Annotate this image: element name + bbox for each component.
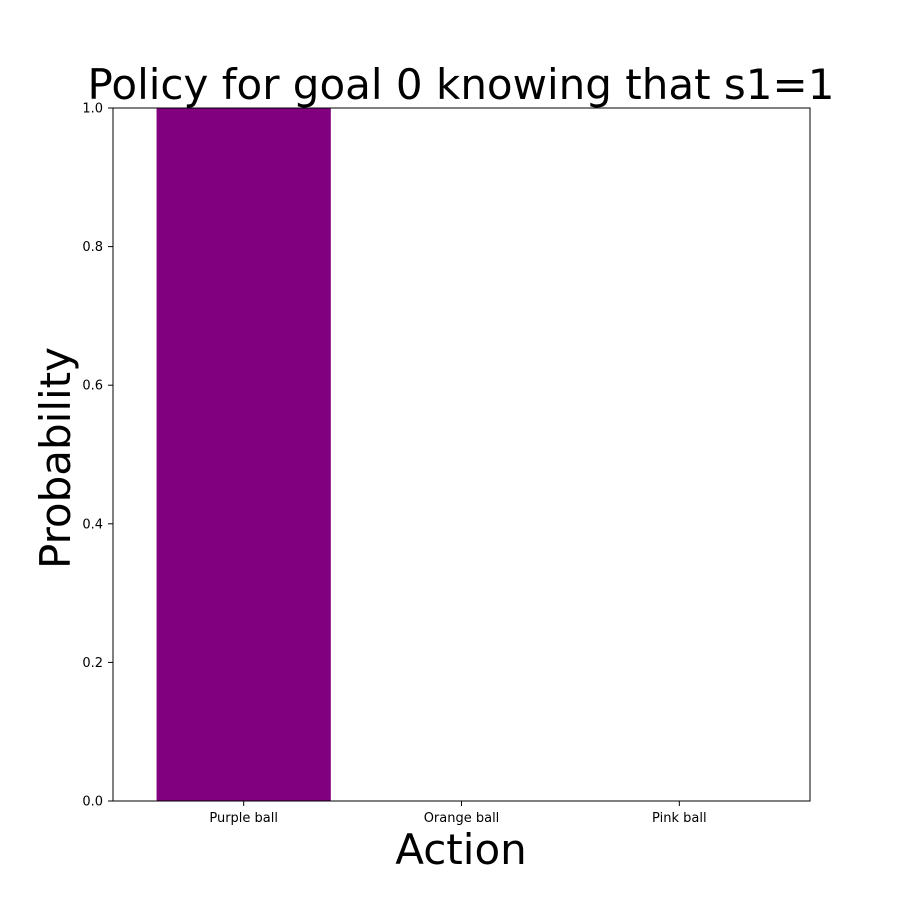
x-tick-label: Pink ball [652, 811, 707, 826]
y-tick-label: 0.4 [82, 517, 103, 532]
y-axis-title: Probability [31, 347, 80, 569]
y-tick-label: 0.6 [82, 379, 103, 394]
chart-title: Policy for goal 0 knowing that s1=1 [88, 60, 835, 109]
x-axis-ticks: Purple ball Orange ball Pink ball [209, 801, 707, 826]
y-tick-label: 0.8 [82, 240, 103, 255]
y-tick-label: 0.2 [82, 656, 103, 671]
x-axis-title: Action [395, 825, 527, 874]
bars-group [156, 108, 331, 801]
y-axis-ticks: 0.0 0.2 0.4 0.6 0.8 1.0 [82, 102, 113, 810]
x-tick-label: Orange ball [424, 811, 500, 826]
y-tick-label: 0.0 [82, 795, 103, 810]
bar-purple-ball [156, 108, 331, 801]
y-tick-label: 1.0 [82, 102, 103, 117]
x-tick-label: Purple ball [209, 811, 278, 826]
